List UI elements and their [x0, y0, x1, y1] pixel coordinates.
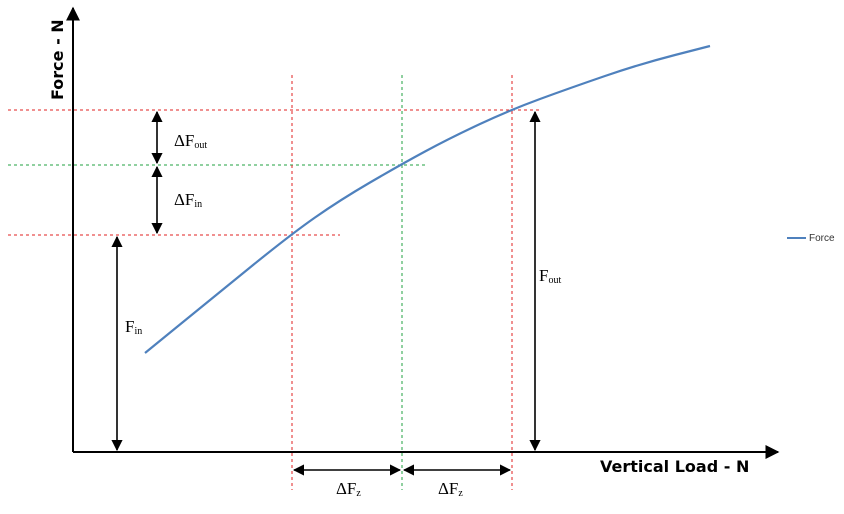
label-delta-f-in: ΔFin	[174, 190, 202, 210]
reference-lines	[8, 75, 540, 490]
label-delta-f-out-sub: out	[194, 140, 207, 151]
label-f-out-main: F	[539, 266, 548, 285]
x-axis-title: Vertical Load - N	[600, 457, 749, 476]
label-f-out-sub: out	[548, 275, 561, 286]
label-delta-f-in-sub: in	[194, 199, 202, 210]
legend-label-force: Force	[809, 233, 835, 244]
label-delta-f-out: ΔFout	[174, 131, 207, 151]
label-delta-f-in-main: ΔF	[174, 190, 194, 209]
label-delta-fz-right-sub: z	[458, 488, 463, 499]
label-f-in-sub: in	[134, 326, 142, 337]
axes: Force - N Vertical Load - N	[48, 6, 780, 476]
label-delta-fz-left-main: ΔF	[336, 479, 356, 498]
legend: Force	[787, 233, 835, 244]
label-f-in-main: F	[125, 317, 134, 336]
y-axis-title: Force - N	[48, 19, 67, 100]
label-f-out: Fout	[539, 266, 561, 286]
force-series-line	[144, 44, 711, 354]
annotation-labels: ΔFout ΔFin Fin Fout ΔFz ΔFz	[125, 131, 561, 499]
label-delta-fz-right-main: ΔF	[438, 479, 458, 498]
dimension-arrows	[111, 110, 541, 476]
label-delta-fz-left-sub: z	[356, 488, 361, 499]
label-delta-fz-left: ΔFz	[336, 479, 361, 499]
label-f-in: Fin	[125, 317, 142, 337]
label-delta-f-out-main: ΔF	[174, 131, 194, 150]
label-delta-fz-right: ΔFz	[438, 479, 463, 499]
